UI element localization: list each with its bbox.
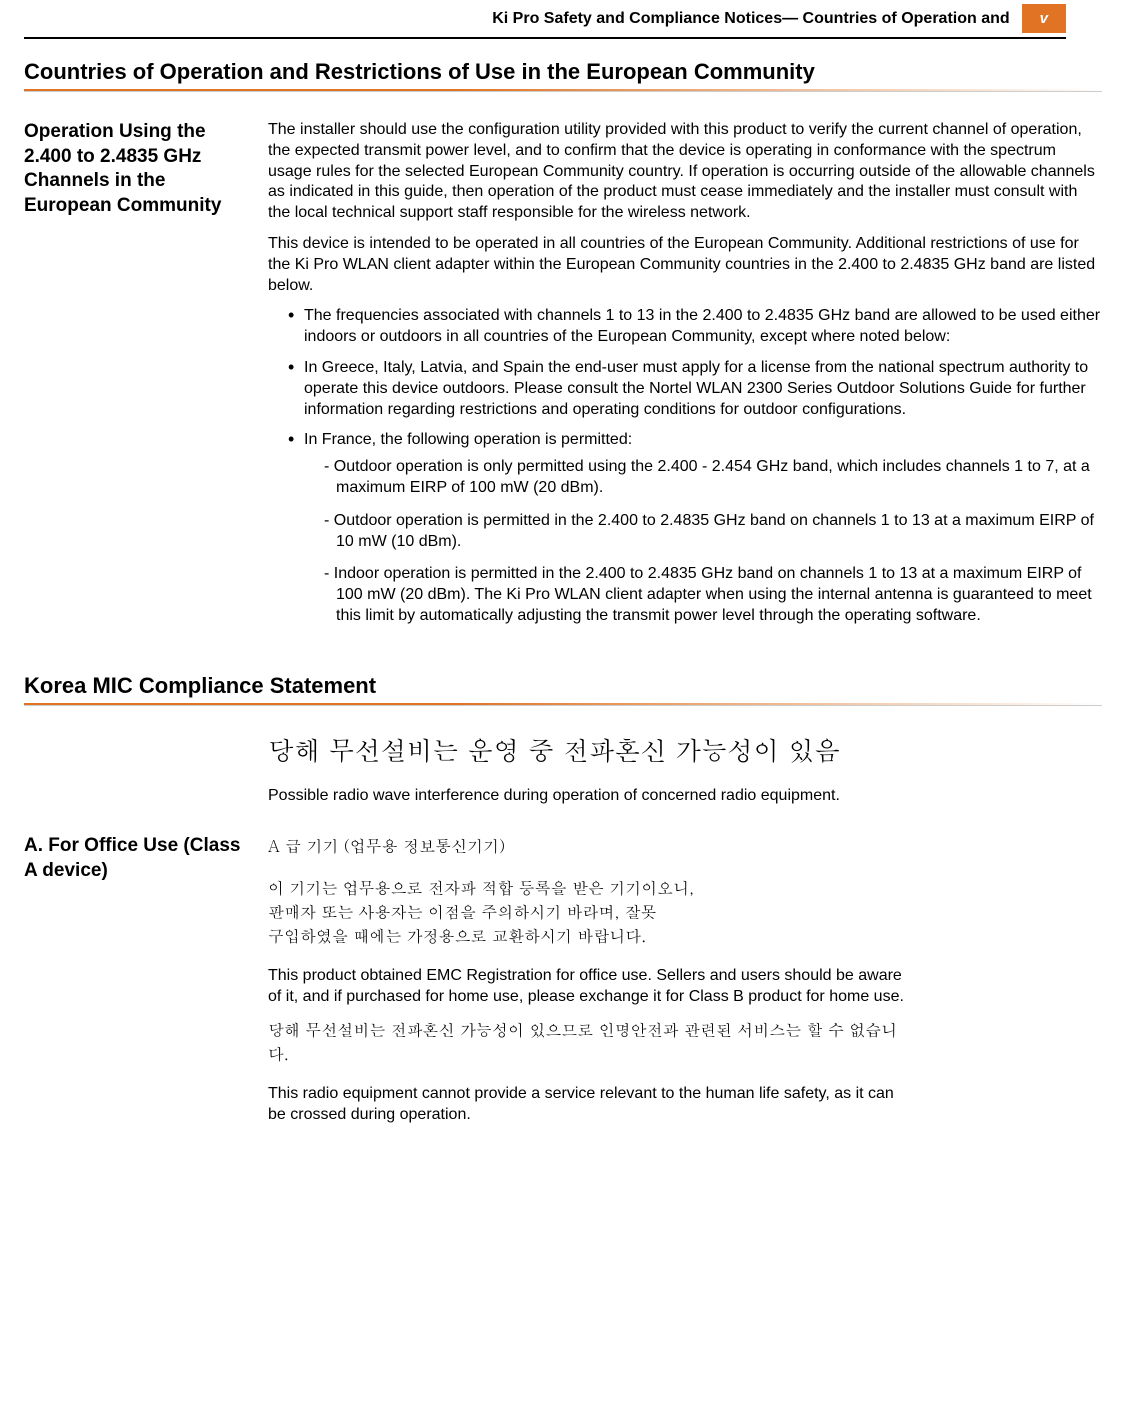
france-sublist: - Outdoor operation is only permitted us… [304,457,1102,627]
korean-headline-caption: Possible radio wave interference during … [268,786,1102,807]
section2-intro: 당해 무선설비는 운영 중 전파혼신 가능성이 있음 Possible radi… [24,734,1102,817]
dash-item: - Outdoor operation is permitted in the … [322,511,1102,553]
running-header-title: Ki Pro Safety and Compliance Notices— Co… [492,10,1021,28]
section1-para2: This device is intended to be operated i… [268,234,1102,296]
korean-class-a-title: A 급 기기 (업무용 정보통신기기) [268,834,1102,858]
section1-bullet-list: The frequencies associated with channels… [268,306,1102,626]
bullet-item: In Greece, Italy, Latvia, and Spain the … [288,358,1102,420]
section2-content: A 급 기기 (업무용 정보통신기기) 이 기기는 업무용으로 전자파 적합 등… [268,834,1102,1135]
section2-intro-left [24,734,244,817]
section2-subhead: A. For Office Use (Class A device) [24,834,244,1135]
section1-rule [24,89,1102,92]
english-safety-text: This radio equipment cannot provide a se… [268,1084,908,1126]
page-marker: v [1022,4,1066,33]
section1-body: Operation Using the 2.400 to 2.4835 GHz … [24,120,1102,639]
section2-intro-right: 당해 무선설비는 운영 중 전파혼신 가능성이 있음 Possible radi… [268,734,1102,817]
section1-content: The installer should use the configurati… [268,120,1102,639]
section1-subhead: Operation Using the 2.400 to 2.4835 GHz … [24,120,244,639]
korean-class-a-text: 이 기기는 업무용으로 전자파 적합 등록을 받은 기기이오니, 판매자 또는 … [268,876,1102,948]
section1-para1: The installer should use the configurati… [268,120,1102,224]
english-class-a-text: This product obtained EMC Registration f… [268,966,908,1008]
bullet-item: The frequencies associated with channels… [288,306,1102,348]
bullet-item-text: In France, the following operation is pe… [304,431,632,448]
korean-safety-text: 당해 무선설비는 전파혼신 가능성이 있으므로 인명안전과 관련된 서비스는 할… [268,1018,908,1066]
dash-item: - Outdoor operation is only permitted us… [322,457,1102,499]
section1-title: Countries of Operation and Restrictions … [24,59,1102,85]
bullet-item: In France, the following operation is pe… [288,430,1102,626]
section2-title: Korea MIC Compliance Statement [24,673,1102,699]
page-root: Ki Pro Safety and Compliance Notices— Co… [0,0,1126,1176]
section2-body: A. For Office Use (Class A device) A 급 기… [24,834,1102,1135]
section2-rule [24,703,1102,706]
dash-item: - Indoor operation is permitted in the 2… [322,564,1102,626]
running-header: Ki Pro Safety and Compliance Notices— Co… [24,0,1066,39]
korean-headline: 당해 무선설비는 운영 중 전파혼신 가능성이 있음 [268,734,1102,768]
